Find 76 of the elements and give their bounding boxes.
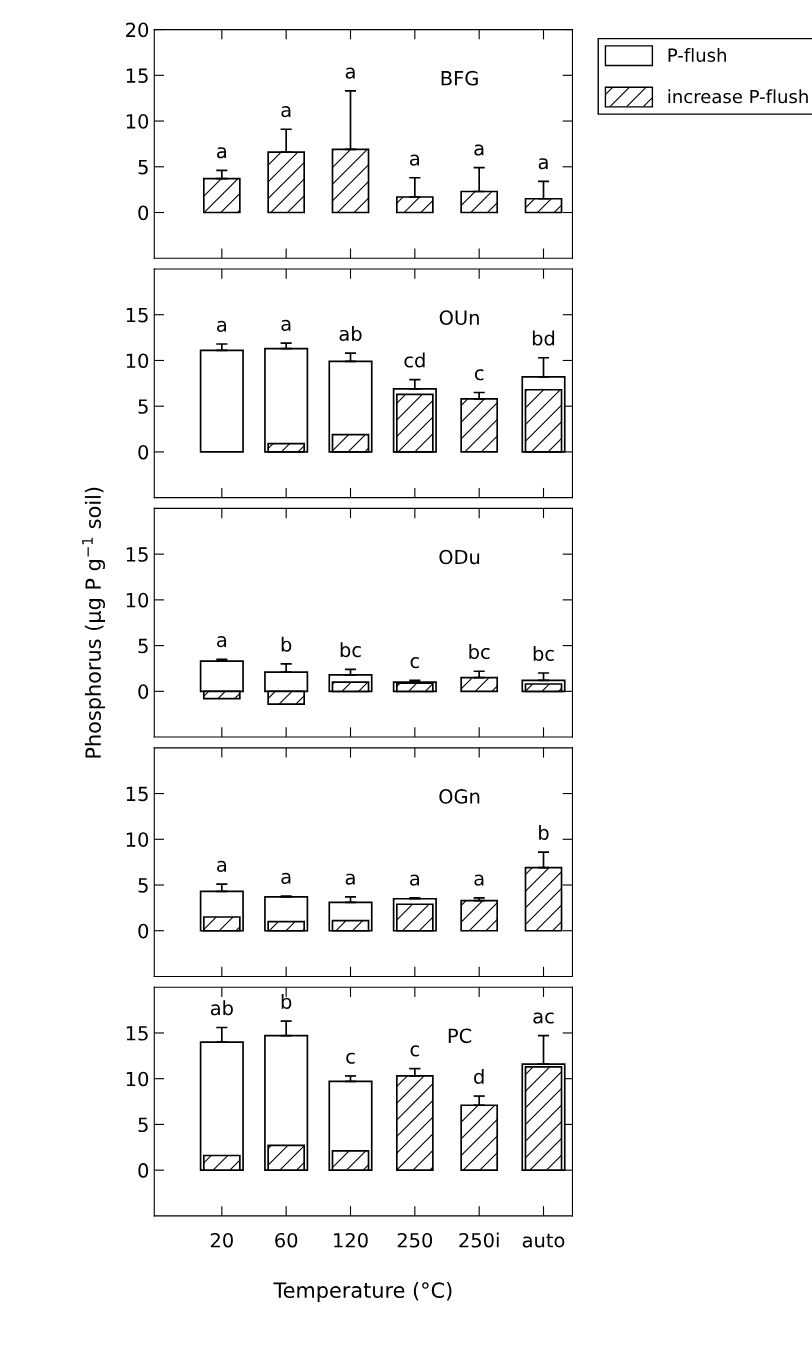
y-tick-label: 15 <box>126 1026 148 1041</box>
annotation: a <box>281 106 291 118</box>
y-tick-label: 10 <box>126 832 149 847</box>
text: PC <box>448 1028 472 1044</box>
annotation: a <box>217 320 227 332</box>
annotation: b <box>281 636 292 652</box>
annotation: a <box>217 860 227 872</box>
annotation: bc <box>533 645 554 661</box>
annotation: a <box>410 154 420 166</box>
annotation: c <box>410 657 419 669</box>
x-tick-label: 250i <box>459 1232 499 1248</box>
annotation: bd <box>532 330 555 346</box>
text: BFG <box>441 70 478 86</box>
annotation: a <box>345 67 355 79</box>
annotation: a <box>538 158 548 170</box>
legend-label: increase P-flush <box>668 89 808 104</box>
y-tick-label: 15 <box>126 786 148 802</box>
x-tick-label: 120 <box>334 1232 368 1248</box>
annotation: a <box>281 319 291 331</box>
annotation: b <box>281 993 292 1009</box>
annotation: c <box>346 1052 355 1064</box>
y-tick-label: 5 <box>138 159 148 175</box>
annotation: a <box>474 874 484 886</box>
text: OGn <box>439 789 480 804</box>
annotation: cd <box>404 352 425 368</box>
bar <box>267 151 306 214</box>
annotation: a <box>345 873 355 885</box>
y-tick-label: 5 <box>138 878 148 893</box>
y-tick-label: 0 <box>138 923 149 939</box>
bar <box>395 1075 434 1171</box>
x-tick-label: 60 <box>275 1232 298 1248</box>
x-tick-label: auto <box>522 1233 565 1248</box>
y-tick-label: 10 <box>126 353 149 369</box>
bar <box>460 1104 499 1171</box>
y-tick-label: 0 <box>138 1163 149 1178</box>
y-axis-title: Phosphorus (μg P g$^{−1}$ soil) <box>82 487 106 758</box>
annotation: a <box>410 874 420 886</box>
annotation: ab <box>339 325 362 342</box>
y-tick-label: 0 <box>138 684 149 699</box>
y-tick-label: 15 <box>126 307 148 323</box>
bar <box>460 676 499 693</box>
x-tick-label: 250 <box>397 1232 433 1248</box>
annotation: b <box>539 824 549 840</box>
bar <box>202 177 241 214</box>
y-tick-label: 0 <box>138 205 149 221</box>
text: ODu <box>439 549 480 565</box>
y-tick-label: 5 <box>138 1117 148 1133</box>
y-tick-label: 5 <box>138 638 148 654</box>
y-tick-label: 20 <box>126 22 149 38</box>
bar <box>395 196 434 214</box>
bar <box>199 349 244 453</box>
annotation: d <box>474 1068 484 1084</box>
annotation: bc <box>340 642 361 658</box>
y-tick-label: 10 <box>126 592 149 608</box>
legend-label: P-flush <box>668 48 726 62</box>
y-tick-label: 5 <box>138 399 148 414</box>
annotation: a <box>217 636 227 648</box>
annotation: bc <box>469 644 490 660</box>
annotation: a <box>474 144 484 156</box>
annotation: a <box>281 872 291 884</box>
annotation: c <box>474 369 484 381</box>
x-tick-label: 20 <box>210 1232 233 1248</box>
text: OUn <box>439 310 479 325</box>
y-tick-label: 10 <box>126 114 149 129</box>
y-tick-label: 10 <box>126 1071 149 1087</box>
y-tick-label: 15 <box>126 68 148 83</box>
y-tick-label: 15 <box>126 547 148 562</box>
x-axis-title: Temperature (°C) <box>273 1281 452 1303</box>
annotation: a <box>217 147 227 159</box>
annotation: ac <box>533 1012 554 1024</box>
y-tick-label: 0 <box>138 444 149 460</box>
bar <box>460 899 499 932</box>
annotation: c <box>410 1045 419 1057</box>
bar <box>264 347 309 453</box>
bar <box>460 398 499 453</box>
annotation: ab <box>210 1000 233 1016</box>
